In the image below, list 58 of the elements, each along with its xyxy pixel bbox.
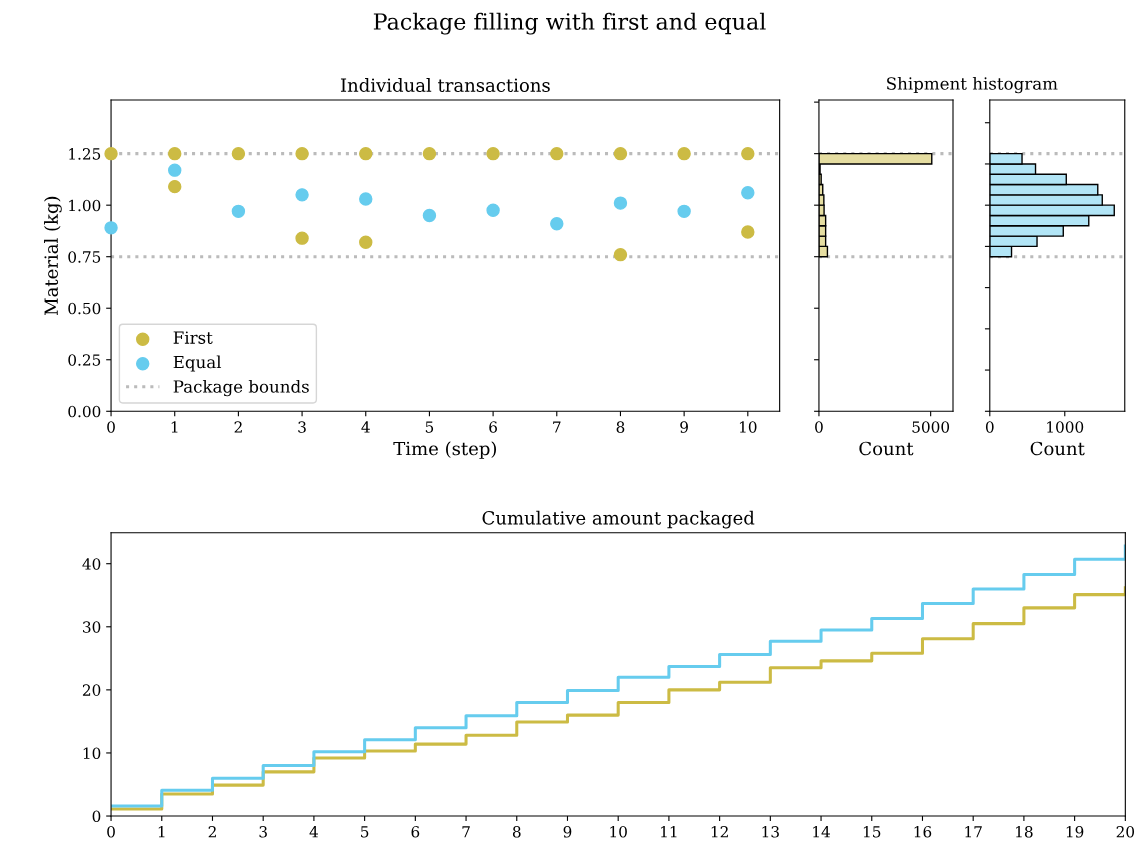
x-tick-label: 2: [234, 421, 242, 433]
chart-title: Package filling with first and equal: [373, 12, 766, 35]
x-tick-label: 0: [107, 421, 115, 433]
y-tick-label: 1.25: [69, 148, 101, 160]
x-tick-label: 7: [553, 421, 561, 433]
x-tick-label: 4: [309, 826, 318, 838]
y-tick-label: 1.00: [69, 199, 101, 212]
x-axis-title: Count: [1030, 441, 1085, 456]
x-tick-label: 8: [616, 421, 625, 433]
x-tick-label: 10: [610, 826, 627, 838]
x-axis-title: Count: [859, 441, 914, 456]
legend-label: Equal: [173, 355, 222, 372]
x-tick-label: 10: [739, 421, 757, 433]
y-tick-label: 0.00: [68, 405, 101, 418]
legend-label: First: [173, 331, 213, 344]
legend-label: Package bounds: [173, 379, 309, 397]
x-tick-label: 5000: [912, 421, 950, 433]
x-tick-label: 11: [661, 826, 677, 838]
x-tick-label: 1000: [1047, 421, 1084, 433]
x-tick-label: 9: [680, 421, 688, 433]
x-tick-label: 2: [208, 826, 216, 838]
y-tick-label: 0.50: [68, 302, 101, 315]
x-tick-label: 7: [462, 826, 470, 838]
y-tick-label: 0: [92, 810, 101, 823]
x-tick-label: 5: [361, 826, 369, 838]
x-tick-label: 5: [425, 421, 434, 433]
x-tick-label: 17: [965, 826, 982, 838]
y-tick-label: 0.75: [68, 251, 101, 263]
x-tick-label: 6: [489, 421, 497, 433]
x-tick-label: 13: [762, 826, 779, 838]
y-axis-title: Material (kg): [44, 196, 62, 316]
x-tick-label: 6: [411, 826, 420, 838]
x-tick-label: 3: [259, 826, 267, 838]
x-tick-label: 18: [1016, 826, 1033, 838]
x-tick-label: 0: [107, 826, 115, 838]
x-tick-label: 15: [863, 826, 881, 838]
y-tick-label: 40: [82, 558, 101, 570]
x-tick-label: 1: [171, 421, 178, 433]
x-axis-title: Time (step): [393, 441, 497, 459]
x-tick-label: 8: [512, 826, 521, 838]
x-tick-label: 16: [914, 826, 932, 838]
chart-subtitle: Individual transactions: [340, 78, 550, 92]
y-tick-label: 20: [82, 684, 101, 696]
chart-title: Cumulative amount packaged: [482, 510, 755, 529]
x-tick-label: 0: [985, 421, 994, 433]
x-tick-label: 4: [361, 421, 370, 433]
x-tick-label: 3: [298, 421, 306, 433]
x-tick-label: 9: [563, 826, 572, 838]
chart-title: Shipment histogram: [887, 76, 1058, 94]
y-tick-label: 30: [83, 621, 101, 633]
x-tick-label: 20: [1116, 826, 1135, 838]
x-tick-label: 0: [815, 421, 823, 433]
x-tick-label: 12: [711, 826, 728, 838]
y-tick-label: 0.25: [68, 354, 101, 366]
x-tick-label: 19: [1066, 826, 1084, 838]
x-tick-label: 1: [158, 826, 165, 838]
y-tick-label: 10: [83, 747, 101, 759]
x-tick-label: 14: [813, 826, 830, 838]
